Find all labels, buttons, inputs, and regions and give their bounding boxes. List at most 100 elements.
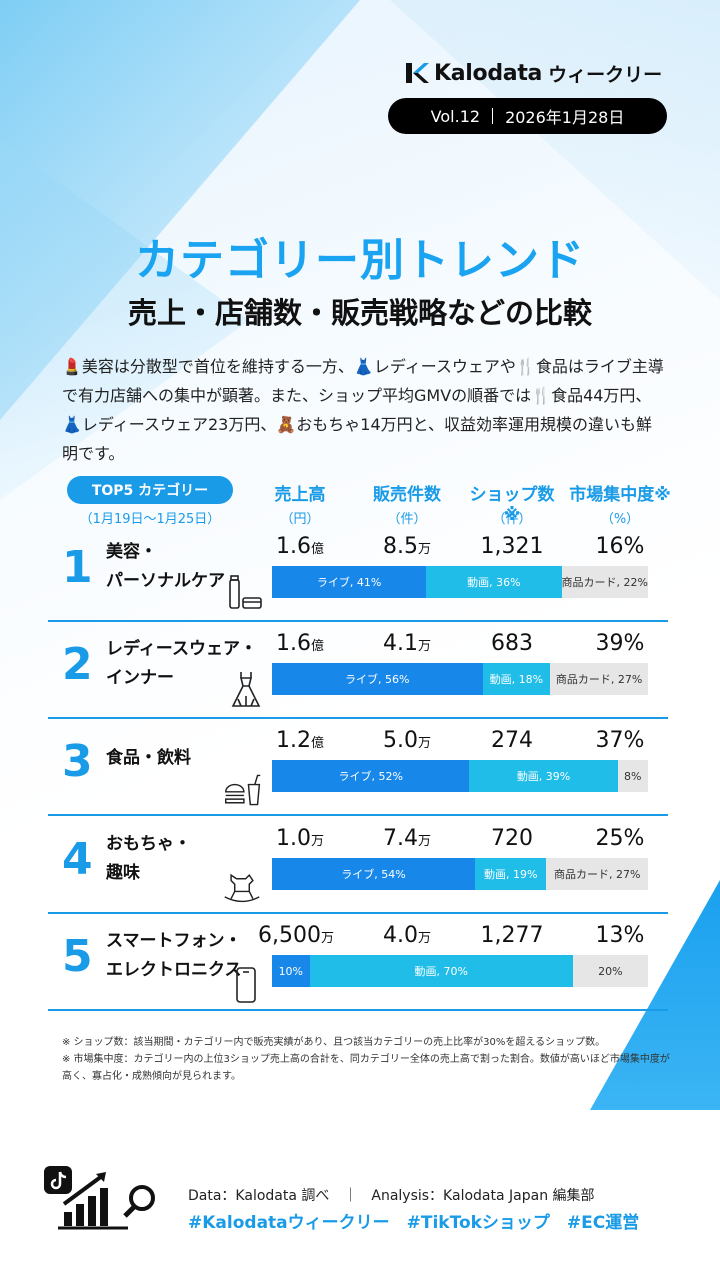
category-name-line2: パーソナルケア	[106, 571, 225, 591]
bar-segment-video: 動画, 18%	[482, 663, 551, 695]
analytics-chart-icon	[44, 1166, 155, 1230]
bar-segment-card: 20%	[572, 955, 648, 987]
category-name-line1: 美容・	[106, 542, 157, 562]
count-unit: 万	[417, 639, 431, 654]
count-unit: 万	[417, 931, 431, 946]
col-header-concentration: 市場集中度※	[569, 485, 671, 505]
sales-unit: 億	[310, 736, 324, 751]
concentration-value: 25%	[595, 826, 645, 851]
burger-drink-icon	[224, 774, 261, 806]
count-unit: 万	[417, 834, 431, 849]
shops-value: 720	[491, 826, 533, 851]
bar-segment-video: 動画, 39%	[469, 760, 618, 792]
hashtags: #Kalodataウィークリー #TikTokショップ #EC運営	[188, 1213, 640, 1233]
bar-segment-card: 商品カード, 22%	[561, 566, 648, 598]
count-value: 5.0万	[362, 728, 452, 753]
table-row: 2 レディースウェア・ インナー 1.6億 4.1万 683 39% ライブ, …	[48, 623, 668, 719]
sales-number: 1.6	[275, 631, 311, 656]
table-row: 1 美容・ パーソナルケア 1.6億 8.5万 1,321 16% ライブ, 4…	[48, 526, 668, 622]
issue-divider	[492, 108, 494, 124]
bar-segment-live: 10%	[272, 955, 310, 987]
col-unit-shops: （件）	[492, 512, 532, 527]
sales-unit: 万	[310, 834, 324, 849]
page-subtitle: 売上・店舗数・販売戦略などの比較	[127, 296, 592, 330]
sales-unit: 万	[320, 931, 334, 946]
issue-date: 2026年1月28日	[505, 108, 625, 127]
row-divider	[48, 814, 668, 816]
brand-subtitle: ウィークリー	[548, 63, 663, 86]
page-title: カテゴリー別トレンド	[135, 235, 585, 286]
issue-badge: Vol.12 2026年1月28日	[388, 98, 667, 134]
brand-logo: Kalodata ウィークリー	[404, 57, 662, 89]
footnote-concentration: ※ 市場集中度：カテゴリー内の上位3ショップ売上高の合計を、同カテゴリー全体の売…	[62, 1054, 670, 1082]
sales-number: 1.6	[275, 534, 311, 559]
bar-segment-live: ライブ, 52%	[272, 760, 470, 792]
dress-icon	[231, 672, 261, 707]
category-name-line2: インナー	[106, 668, 174, 688]
category-name: スマートフォン・ エレクトロニクス	[106, 927, 242, 985]
category-name-line1: おもちゃ・	[106, 834, 191, 854]
sales-number: 1.2	[275, 728, 311, 753]
table-category-header: TOP5 カテゴリー	[67, 476, 233, 504]
sales-value: 1.0万	[262, 826, 338, 851]
issue-volume: Vol.12	[430, 106, 481, 126]
row-divider	[48, 912, 668, 914]
smartphone-icon	[236, 967, 256, 1003]
category-name: 美容・ パーソナルケア	[106, 538, 225, 596]
category-name-line1: レディースウェア・	[106, 639, 257, 659]
col-unit-concentration: （%）	[600, 512, 640, 527]
sales-value: 1.2億	[262, 728, 338, 753]
shops-value: 1,321	[480, 534, 544, 559]
count-number: 4.1	[382, 631, 418, 656]
category-name-line1: 食品・飲料	[106, 748, 191, 768]
col-unit-count: （件）	[387, 512, 427, 527]
brand-name: Kalodata	[434, 60, 543, 86]
sales-value: 1.6億	[262, 631, 338, 656]
col-header-sales: 売上高	[274, 485, 326, 505]
sales-number: 1.0	[275, 826, 311, 851]
rank-number: 2	[62, 639, 93, 690]
bar-segment-video: 動画, 70%	[309, 955, 573, 987]
footnote-shops: ※ ショップ数：該当期間・カテゴリー内で販売実績があり、且つ該当カテゴリーの売上…	[62, 1037, 606, 1048]
count-number: 5.0	[382, 728, 418, 753]
shops-value: 1,277	[480, 923, 544, 948]
count-number: 8.5	[382, 534, 418, 559]
channel-bar: 10% 動画, 70% 20%	[272, 955, 648, 987]
rank-number: 5	[62, 931, 93, 982]
row-divider	[48, 620, 668, 622]
sales-value: 6,500万	[248, 923, 344, 948]
bar-segment-card: 商品カード, 27%	[550, 663, 648, 695]
category-name: レディースウェア・ インナー	[106, 635, 257, 693]
bar-segment-video: 動画, 36%	[426, 566, 562, 598]
category-name: 食品・飲料	[106, 744, 191, 773]
bar-segment-live: ライブ, 54%	[272, 858, 476, 890]
col-header-shops: ショップ数※	[469, 485, 555, 525]
sales-unit: 億	[310, 639, 324, 654]
rocking-horse-icon	[224, 873, 260, 903]
count-value: 4.0万	[362, 923, 452, 948]
channel-bar: ライブ, 41% 動画, 36% 商品カード, 22%	[272, 566, 648, 598]
row-divider	[48, 717, 668, 719]
shops-value: 683	[491, 631, 533, 656]
shops-value: 274	[491, 728, 533, 753]
category-name: おもちゃ・ 趣味	[106, 830, 191, 888]
count-unit: 万	[417, 736, 431, 751]
channel-bar: ライブ, 54% 動画, 19% 商品カード, 27%	[272, 858, 648, 890]
concentration-value: 37%	[595, 728, 645, 753]
bar-segment-live: ライブ, 41%	[272, 566, 427, 598]
sales-unit: 億	[310, 542, 324, 557]
bar-segment-card: 8%	[617, 760, 648, 792]
rank-number: 3	[62, 736, 93, 787]
concentration-value: 13%	[595, 923, 645, 948]
count-value: 4.1万	[362, 631, 452, 656]
kalodata-logo-icon	[406, 63, 429, 83]
sales-value: 1.6億	[262, 534, 338, 559]
count-number: 7.4	[382, 826, 418, 851]
rank-number: 4	[62, 834, 93, 885]
col-unit-sales: （円）	[280, 512, 320, 527]
col-header-count: 販売件数	[373, 485, 441, 505]
footnotes: ※ ショップ数：該当期間・カテゴリー内で販売実績があり、且つ該当カテゴリーの売上…	[62, 1034, 672, 1085]
category-name-line2: エレクトロニクス	[106, 960, 242, 980]
row-divider	[48, 1009, 668, 1011]
category-name-line1: スマートフォン・	[106, 931, 242, 951]
